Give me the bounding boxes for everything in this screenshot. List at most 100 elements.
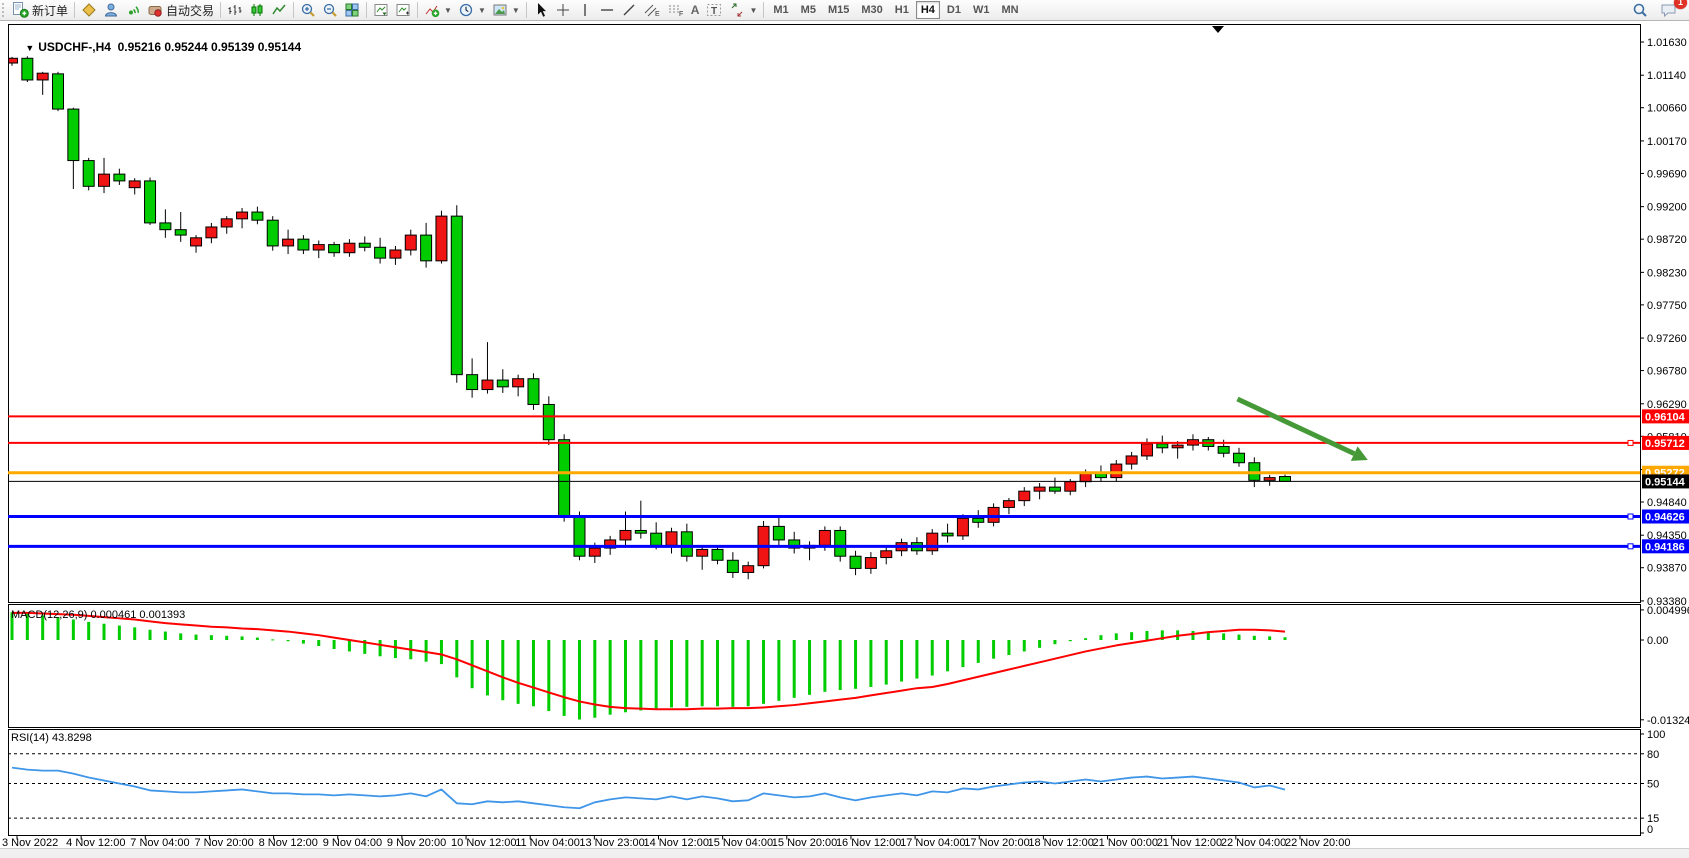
svg-text:21 Nov 12:00: 21 Nov 12:00 <box>1157 837 1222 848</box>
trendline-button[interactable] <box>618 0 640 20</box>
auto-trading-icon <box>148 6 162 17</box>
search-icon <box>1633 3 1647 17</box>
trend-arrow-annotation[interactable] <box>1236 396 1368 461</box>
hline-handle[interactable] <box>1627 543 1634 550</box>
svg-text:0: 0 <box>1647 824 1653 836</box>
crosshair-button[interactable] <box>552 0 574 20</box>
svg-text:-0.013248: -0.013248 <box>1647 715 1689 727</box>
candlestick-mode-button[interactable] <box>246 0 268 20</box>
svg-text:7 Nov 20:00: 7 Nov 20:00 <box>194 837 253 848</box>
vertical-line-icon <box>584 4 586 16</box>
timeframe-mn-button[interactable]: MN <box>996 1 1023 19</box>
svg-text:50: 50 <box>1647 778 1659 790</box>
cursor-button[interactable] <box>530 0 552 20</box>
svg-text:10 Nov 12:00: 10 Nov 12:00 <box>451 837 516 848</box>
vertical-line-button[interactable] <box>574 0 596 20</box>
arrows-button[interactable]: ▼ <box>726 0 760 20</box>
indicators-button[interactable]: ▼ <box>421 0 455 20</box>
equidistant-channel-button[interactable]: E <box>640 0 664 20</box>
timeframe-w1-button[interactable]: W1 <box>968 1 995 19</box>
auto-scroll-button[interactable] <box>370 0 392 20</box>
timeframe-h1-button[interactable]: H1 <box>890 1 914 19</box>
timeframe-m30-button[interactable]: M30 <box>856 1 887 19</box>
dropdown-caret: ▼ <box>444 5 452 15</box>
timeframe-m1-button[interactable]: M1 <box>768 1 793 19</box>
svg-text:0.99200: 0.99200 <box>1647 202 1687 214</box>
svg-text:0.99690: 0.99690 <box>1647 168 1687 180</box>
crosshair-icon <box>556 4 569 16</box>
hline-handle[interactable] <box>1627 439 1634 446</box>
market-watch-button[interactable] <box>78 0 100 20</box>
cursor-icon <box>537 3 546 17</box>
trendline-icon <box>623 4 635 16</box>
svg-text:1.01140: 1.01140 <box>1647 70 1686 82</box>
svg-text:15 Nov 20:00: 15 Nov 20:00 <box>772 837 837 848</box>
svg-text:15 Nov 04:00: 15 Nov 04:00 <box>708 837 773 848</box>
chart-canvas[interactable]: 1.01630 1.01140 1.00660 1.00170 0.99690 0.992… <box>0 22 1689 848</box>
text-button[interactable]: A <box>688 0 703 20</box>
tile-windows-button[interactable] <box>341 0 363 20</box>
new-order-button[interactable]: 新订单 <box>9 0 71 20</box>
zoom-in-button[interactable] <box>297 0 319 20</box>
search-button[interactable] <box>1629 0 1651 20</box>
toolbar: 新订单 自动交易 <box>0 0 1689 21</box>
svg-text:0.94186: 0.94186 <box>1645 541 1685 553</box>
svg-text:0.94626: 0.94626 <box>1645 512 1685 524</box>
timeframe-d1-button[interactable]: D1 <box>942 1 966 19</box>
svg-text:0.97260: 0.97260 <box>1647 333 1687 345</box>
horizontal-line-icon <box>600 9 613 11</box>
new-order-label: 新订单 <box>32 3 69 18</box>
svg-text:11 Nov 04:00: 11 Nov 04:00 <box>515 837 580 848</box>
zoom-out-icon <box>323 3 337 17</box>
time-axis: 3 Nov 2022 4 Nov 12:00 7 Nov 04:00 7 Nov 20… <box>2 835 1350 848</box>
timeframe-m15-button[interactable]: M15 <box>823 1 854 19</box>
gold-diamond-icon <box>82 3 96 17</box>
zoom-out-button[interactable] <box>319 0 341 20</box>
svg-text:18 Nov 12:00: 18 Nov 12:00 <box>1028 837 1093 848</box>
svg-text:15: 15 <box>1647 813 1659 825</box>
notification-badge: 1 <box>1674 0 1687 9</box>
svg-text:1.00660: 1.00660 <box>1647 103 1687 115</box>
toolbar-separator <box>525 2 527 18</box>
svg-text:0.94840: 0.94840 <box>1647 497 1687 509</box>
price-label-0.94626: 0.94626 <box>1642 509 1689 524</box>
signals-button[interactable] <box>122 0 144 20</box>
channel-icon: E <box>644 4 660 18</box>
svg-text:0.00: 0.00 <box>1647 635 1668 647</box>
svg-text:0.93380: 0.93380 <box>1647 596 1687 608</box>
hline-handle[interactable] <box>1627 513 1634 520</box>
svg-text:7 Nov 04:00: 7 Nov 04:00 <box>130 837 189 848</box>
line-chart-mode-button[interactable] <box>268 0 290 20</box>
rsi-panel-frame <box>8 729 1641 836</box>
horizontal-line-button[interactable] <box>596 0 618 20</box>
auto-trading-button[interactable]: 自动交易 <box>144 0 217 20</box>
fibonacci-icon: F <box>668 5 683 18</box>
svg-text:0.95712: 0.95712 <box>1645 438 1685 450</box>
dropdown-caret: ▼ <box>749 5 758 15</box>
strategy-tester-button[interactable] <box>100 0 122 20</box>
toolbar-grip <box>2 3 7 17</box>
templates-button[interactable]: ▼ <box>489 0 523 20</box>
svg-text:0.96104: 0.96104 <box>1645 411 1686 423</box>
fibonacci-button[interactable]: F <box>664 0 688 20</box>
timeframe-m5-button[interactable]: M5 <box>796 1 821 19</box>
horizontal-lines[interactable] <box>8 415 1640 550</box>
svg-text:13 Nov 23:00: 13 Nov 23:00 <box>579 837 644 848</box>
svg-text:3 Nov 2022: 3 Nov 2022 <box>2 837 58 848</box>
svg-text:9 Nov 20:00: 9 Nov 20:00 <box>387 837 446 848</box>
chart-shift-marker[interactable] <box>1212 26 1224 33</box>
svg-text:14 Nov 12:00: 14 Nov 12:00 <box>644 837 709 848</box>
text-label-button[interactable]: T <box>702 0 726 20</box>
bar-chart-mode-button[interactable] <box>224 0 246 20</box>
periods-button[interactable]: ▼ <box>455 0 489 20</box>
svg-text:100: 100 <box>1647 729 1665 741</box>
chart-shift-icon <box>396 4 410 16</box>
dropdown-caret: ▼ <box>511 5 520 15</box>
auto-trading-label: 自动交易 <box>166 3 215 18</box>
svg-text:E: E <box>655 11 660 18</box>
timeframe-h4-button[interactable]: H4 <box>915 1 940 19</box>
dropdown-caret: ▼ <box>477 5 486 15</box>
toolbar-separator <box>417 2 419 18</box>
chart-shift-button[interactable] <box>392 0 414 20</box>
